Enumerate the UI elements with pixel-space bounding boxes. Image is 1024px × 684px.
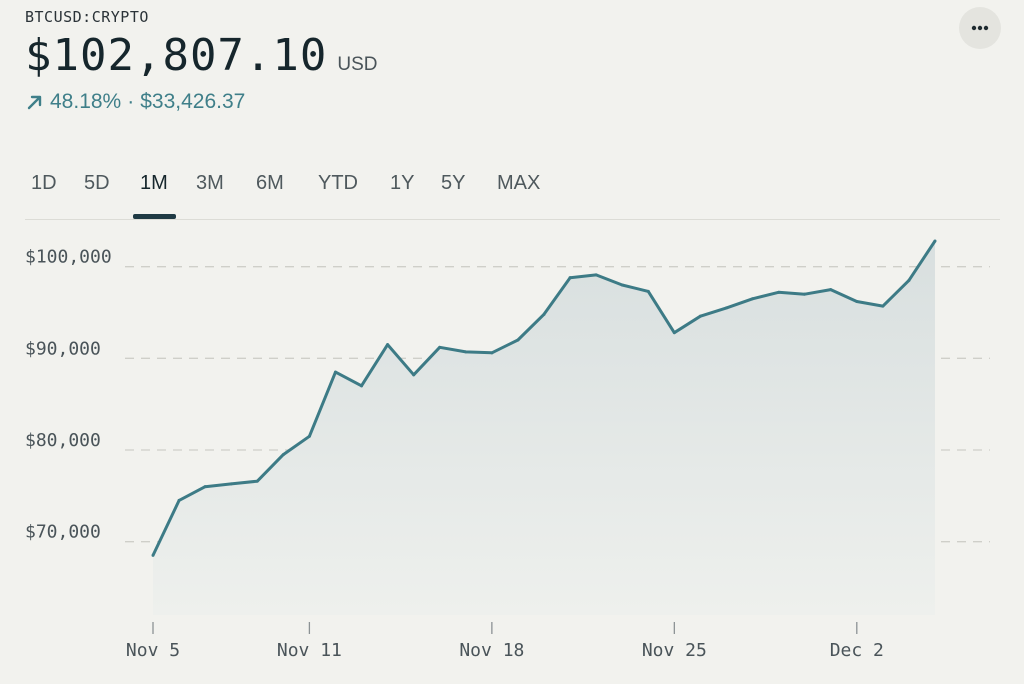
timeframe-tabs: 1D 5D 1M 3M 6M YTD 1Y 5Y MAX [0,170,1000,220]
data-point [777,290,781,294]
x-tick-label: Nov 18 [459,640,524,661]
data-point [672,331,676,335]
data-point [490,351,494,355]
y-axis-labels: $100,000 $90,000 $80,000 $70,000 [25,247,112,543]
data-point [203,485,207,489]
active-tab-indicator [133,214,176,219]
price-series [151,239,937,615]
data-point [568,276,572,280]
data-point [542,312,546,316]
change-separator: · [127,90,135,113]
data-point [855,300,859,303]
data-point [177,498,181,502]
data-point [151,553,155,557]
y-tick-label: $90,000 [25,338,101,359]
x-tick-label: Nov 25 [642,640,707,661]
change-amount: $33,426.37 [140,90,246,113]
x-tick-label: Nov 11 [277,640,342,661]
data-point [386,343,390,347]
data-point [933,239,937,243]
data-point [698,314,702,318]
price-row: $102,807.10 USD [25,30,378,81]
y-tick-label: $80,000 [25,430,101,451]
price-change: 48.18% · $33,426.37 [26,90,245,114]
data-point [646,289,650,293]
tab-5d[interactable]: 5D [84,172,110,194]
currency-label: USD [337,54,378,75]
y-tick-label: $100,000 [25,247,112,268]
data-point [412,373,416,377]
x-tick-label: Dec 2 [830,640,884,661]
tab-1d[interactable]: 1D [31,172,57,194]
data-point [724,306,728,310]
tab-max[interactable]: MAX [497,172,541,194]
tab-1y[interactable]: 1Y [390,172,415,194]
ticker-symbol: BTCUSD:CRYPTO [25,8,149,26]
arrow-up-right-icon [27,95,42,110]
tab-1m[interactable]: 1M [140,172,168,194]
tab-ytd[interactable]: YTD [318,172,358,194]
data-point [907,278,911,282]
data-point [438,345,442,349]
y-tick-label: $70,000 [25,522,101,543]
more-dots-icon [971,25,989,31]
tab-6m[interactable]: 6M [256,172,284,194]
tab-5y[interactable]: 5Y [441,172,466,194]
data-point [620,283,624,287]
data-point [333,370,337,374]
data-point [464,350,468,354]
data-point [255,479,259,483]
data-point [594,273,598,277]
series-area [153,241,935,615]
data-point [829,288,833,292]
data-point [229,482,233,486]
data-point [307,434,311,438]
data-point [516,338,520,342]
data-point [803,292,807,296]
current-price: $102,807.10 [25,30,328,81]
change-percent: 48.18% [50,90,122,113]
more-options-button[interactable] [959,7,1001,49]
tab-3m[interactable]: 3M [196,172,224,194]
data-point [881,304,885,308]
x-tick-label: Nov 5 [126,640,180,661]
tabs-divider [25,219,1000,220]
data-point [751,297,755,301]
data-point [360,384,364,388]
x-axis-labels: Nov 5 Nov 11 Nov 18 Nov 25 Dec 2 [126,622,884,661]
data-point [281,453,285,457]
